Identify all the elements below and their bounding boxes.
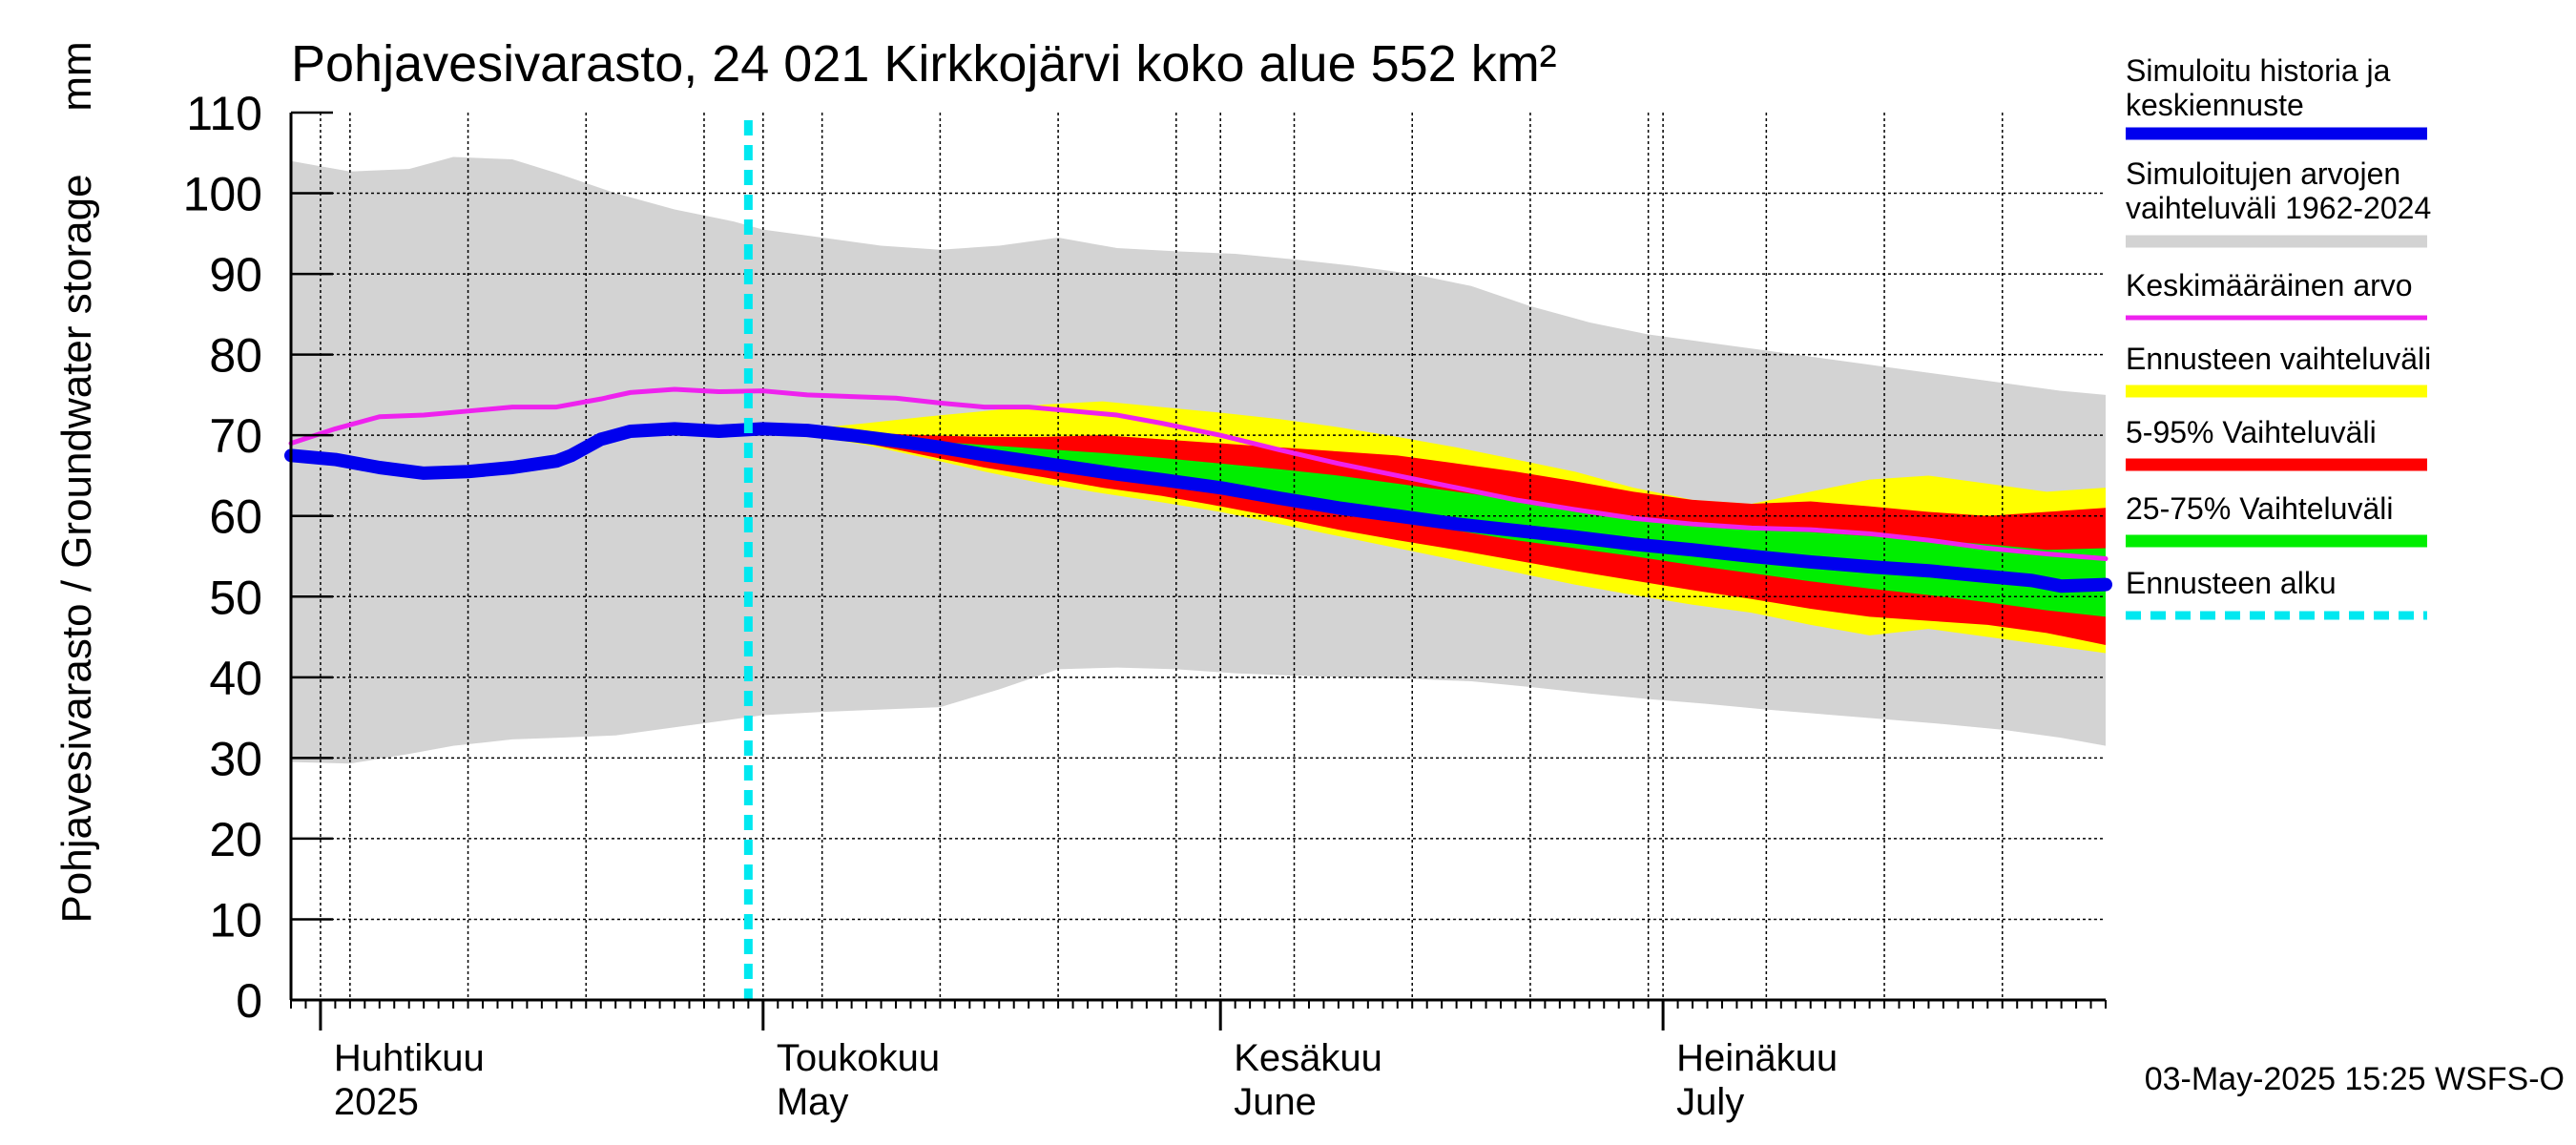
y-tick-label: 0	[236, 974, 262, 1028]
x-month-sublabel: 2025	[334, 1081, 419, 1123]
y-tick-label: 30	[209, 732, 262, 785]
x-month-label: Toukokuu	[777, 1037, 940, 1079]
series-line-0	[288, 386, 2109, 562]
x-month-sublabel: July	[1676, 1081, 1744, 1123]
x-month-label: Heinäkuu	[1676, 1037, 1838, 1079]
legend-label: 25-75% Vaihteluväli	[2126, 491, 2393, 526]
legend-label: vaihteluväli 1962-2024	[2126, 191, 2431, 225]
x-month-label: Kesäkuu	[1234, 1037, 1382, 1079]
y-tick-label: 60	[209, 490, 262, 544]
y-tick-label: 100	[183, 168, 262, 221]
series-line-1	[284, 422, 2112, 593]
y-tick-label: 110	[186, 87, 262, 140]
y-tick-label: 90	[209, 248, 262, 302]
footer-timestamp: 03-May-2025 15:25 WSFS-O	[2145, 1061, 2565, 1097]
legend-label: Simuloitujen arvojen	[2126, 156, 2400, 191]
y-tick-label: 50	[209, 571, 262, 624]
legend-label: Ennusteen alku	[2126, 566, 2337, 600]
y-tick-label: 40	[209, 652, 262, 705]
y-tick-label: 20	[209, 813, 262, 866]
grid	[291, 113, 2106, 1000]
y-axis-label: Pohjavesivarasto / Groundwater storage	[53, 174, 100, 923]
x-month-sublabel: May	[777, 1081, 849, 1123]
y-tick-label: 80	[209, 329, 262, 383]
band-2	[748, 430, 2106, 645]
x-month-label: Huhtikuu	[334, 1037, 485, 1079]
chart-title: Pohjavesivarasto, 24 021 Kirkkojärvi kok…	[291, 35, 1557, 93]
legend-label: keskiennuste	[2126, 88, 2304, 122]
legend-label: Ennusteen vaihteluväli	[2126, 342, 2431, 376]
legend-label: Keskimääräinen arvo	[2126, 268, 2413, 302]
y-tick-label: 70	[209, 409, 262, 463]
legend-label: 5-95% Vaihteluväli	[2126, 415, 2377, 449]
y-axis-unit: mm	[53, 41, 100, 111]
y-tick-label: 10	[209, 893, 262, 947]
x-month-sublabel: June	[1234, 1081, 1317, 1123]
legend-label: Simuloitu historia ja	[2126, 53, 2391, 88]
